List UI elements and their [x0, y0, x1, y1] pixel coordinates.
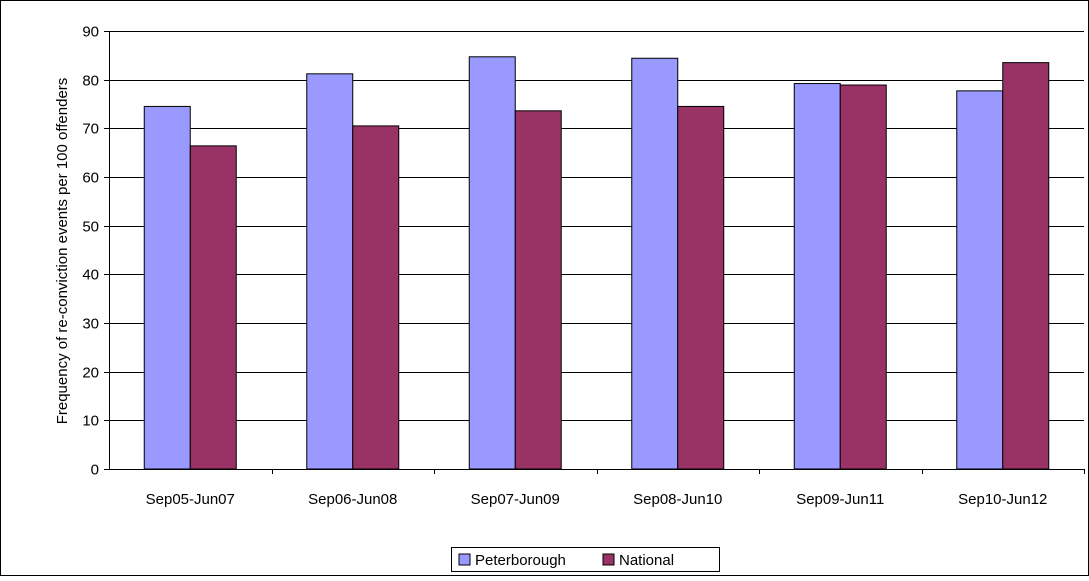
- x-tick-labels: Sep05-Jun07 Sep06-Jun08 Sep07-Jun09 Sep08-J…: [146, 491, 1048, 508]
- y-tick-label: 10: [82, 413, 99, 430]
- bar-peterborough-sep09-jun11: [793, 83, 841, 470]
- y-tick-label: 20: [82, 365, 99, 382]
- bar-peterborough-sep05-jun07: [143, 105, 191, 470]
- y-tick-label: 30: [82, 316, 99, 333]
- gridlines: [109, 31, 1084, 421]
- bar-national-sep08-jun10: [677, 105, 725, 470]
- legend-label-national: National: [619, 552, 674, 569]
- y-tick-label: 70: [82, 121, 99, 138]
- bars: [143, 56, 1050, 470]
- y-tick-label: 50: [82, 219, 99, 236]
- x-tick-label: Sep08-Jun10: [633, 491, 722, 508]
- axes: [104, 31, 1085, 474]
- bar-national-sep06-jun08: [352, 125, 400, 470]
- bar-national-sep09-jun11: [839, 84, 887, 470]
- x-tick-label: Sep05-Jun07: [146, 491, 235, 508]
- bar-peterborough-sep07-jun09: [468, 56, 516, 470]
- legend-swatch-national: [602, 553, 615, 566]
- y-tick-labels: 0 10 20 30 40 50 60 70 80 90: [82, 24, 99, 479]
- y-tick-label: 80: [82, 73, 99, 90]
- y-tick-label: 60: [82, 170, 99, 187]
- y-tick-label: 0: [91, 462, 99, 479]
- y-tick-label: 90: [82, 24, 99, 41]
- x-tick-label: Sep10-Jun12: [958, 491, 1047, 508]
- bar-national-sep10-jun12: [1002, 62, 1050, 470]
- x-tick-label: Sep06-Jun08: [308, 491, 397, 508]
- legend: Peterborough National: [451, 547, 720, 572]
- y-axis-label: Frequency of re-conviction events per 10…: [54, 78, 71, 425]
- bar-peterborough-sep06-jun08: [306, 73, 354, 470]
- y-tick-label: 40: [82, 267, 99, 284]
- legend-swatch-peterborough: [458, 553, 471, 566]
- x-tick-label: Sep09-Jun11: [796, 491, 884, 508]
- bar-national-sep07-jun09: [514, 110, 562, 470]
- x-tick-label: Sep07-Jun09: [471, 491, 560, 508]
- bar-peterborough-sep10-jun12: [956, 90, 1004, 470]
- bar-peterborough-sep08-jun10: [631, 57, 679, 470]
- bar-national-sep05-jun07: [189, 145, 237, 470]
- legend-label-peterborough: Peterborough: [475, 552, 566, 569]
- legend-box: [451, 547, 720, 572]
